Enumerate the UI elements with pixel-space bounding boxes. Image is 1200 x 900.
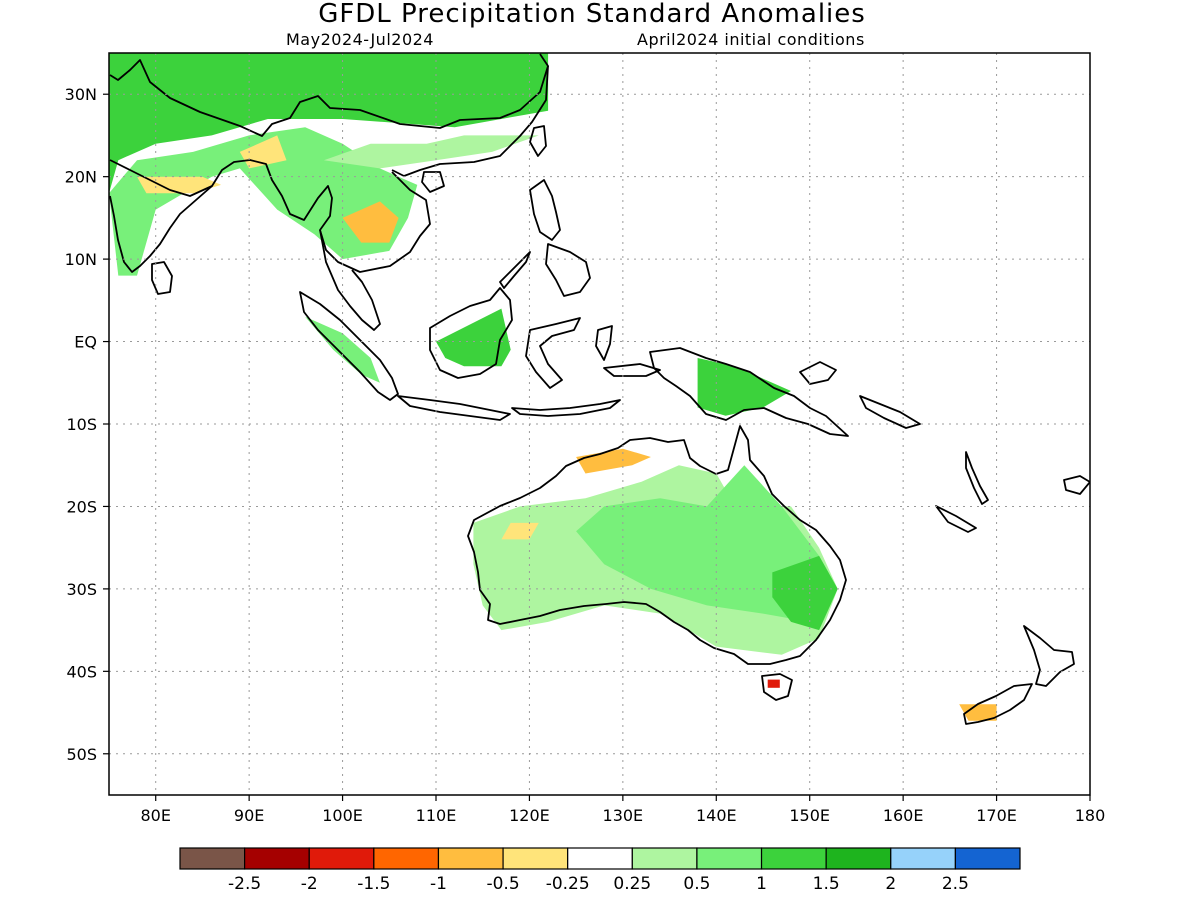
colorbar-swatch-11 [890,847,956,870]
anomaly-region-9 [576,448,651,474]
coastline-new-caledonia [935,505,977,533]
longitude-axis: 80E 90E 100E 110E 120E 130E 140E 150E 160E 170E 18… [140,795,1105,825]
anomaly-region-14 [959,704,997,721]
map-title: GFDL Precipitation Standard Anomalies [318,0,866,29]
colorbar-swatch-4 [437,847,504,870]
anomaly-region-13 [137,176,222,194]
coastline-india [109,159,431,273]
anomaly-region-8 [772,555,838,631]
lat-tick-label: 30S [66,580,97,599]
anomaly-region-4 [305,316,380,383]
lat-tick-label: 40S [66,662,97,681]
lat-tick-label: 10N [65,250,97,269]
coastline-palawan [499,251,531,289]
colorbar-label: 0.5 [683,874,710,894]
coastline-vanuatu [965,451,989,505]
colorbar-label: 1 [756,874,767,894]
coastline-sulawesi [525,317,581,389]
latitude-axis: 30N 20N 10N EQ 10S 20S 30S 40S 50S [65,85,109,764]
colorbar-label: 2.5 [942,874,969,894]
lon-tick-label: 90E [234,806,264,825]
coastline-china-south [391,65,549,177]
coastline-tasmania [761,673,793,701]
lat-tick-label: 20S [66,497,97,516]
lon-tick-label: 80E [140,806,170,825]
lon-tick-label: 130E [603,806,644,825]
coastline-solomon [859,395,921,429]
anomaly-region-5 [697,358,791,416]
grid-lines [109,53,1090,795]
colorbar-swatch-9 [760,847,827,870]
colorbar-legend: -2.5 -2 -1.5 -1 -0.5 -0.25 0.25 0.5 1 1.5 2 2.5 [179,847,1021,894]
colorbar-label: -0.25 [546,874,590,894]
colorbar-swatch-10 [825,847,892,870]
coastline-java [397,395,511,421]
lat-tick-label: 30N [65,85,97,104]
colorbar-label: 1.5 [813,874,840,894]
coastline-philippines-luzon [529,179,561,241]
colorbar-label: -2.5 [228,874,261,894]
coastline-india-peninsula [109,185,213,273]
lon-tick-label: 100E [322,806,363,825]
coastline-seram [603,363,661,377]
anomaly-region-15 [767,679,780,688]
colorbar-swatch-7 [631,847,698,870]
anomaly-region-10 [501,522,539,540]
anomaly-region-11 [342,201,399,243]
lat-tick-label: EQ [74,333,97,352]
lat-tick-label: 20N [65,168,97,187]
colorbar-label: 2 [885,874,896,894]
map-subtitle-period: May2024-Jul2024 [286,30,434,49]
lon-tick-label: 120E [509,806,550,825]
lat-tick-label: 10S [66,415,97,434]
map-subtitle-conditions: April2024 initial conditions [637,30,865,49]
coastline-new-guinea [649,347,849,437]
anomaly-region-2 [323,135,539,169]
lon-tick-label: 160E [883,806,924,825]
lat-tick-label: 50S [66,745,97,764]
colorbar-label: -1.5 [357,874,390,894]
lon-tick-label: 150E [789,806,830,825]
coastline-hainan [421,171,445,193]
colorbar-label: -1 [430,874,447,894]
coastline-australia [467,425,847,665]
colorbar-swatch-6 [567,847,633,870]
coastline-fiji [1063,475,1090,495]
colorbar-swatch-3 [373,847,440,870]
colorbar-swatch-1 [244,847,310,870]
coastline-borneo [429,287,513,379]
coastline-sumatra [299,291,399,401]
coastline-taiwan [529,125,547,157]
colorbar-swatch-8 [696,847,763,870]
coastline-nz-south [963,683,1033,725]
lon-tick-label: 140E [696,806,737,825]
coastline-malay [319,229,381,331]
coastline-moluccas [595,325,613,361]
coastline-lesser-sunda [511,399,621,417]
colorbar-label: -0.5 [486,874,519,894]
coastline-nz-north [1023,625,1075,687]
coastline-layer [109,53,1090,725]
colorbar-swatch-5 [502,847,569,870]
colorbar-swatch-12 [954,847,1021,870]
lon-tick-label: 170E [976,806,1017,825]
anomaly-region-1 [109,127,418,276]
colorbar-swatch-2 [308,847,375,870]
coastline-sri-lanka [151,261,173,295]
anomaly-region-0 [109,53,549,194]
anomaly-region-3 [436,308,511,367]
colorbar-label: -2 [301,874,318,894]
lon-tick-label: 180 [1075,806,1106,825]
coastline-philippines-south [545,243,591,297]
colorbar-label: 0.25 [613,874,651,894]
colorbar-swatch-0 [179,847,246,870]
coastline-bismarck [799,361,837,385]
anomaly-fill-layer [109,53,997,721]
lon-tick-label: 110E [416,806,457,825]
coastline-asia [109,53,549,137]
